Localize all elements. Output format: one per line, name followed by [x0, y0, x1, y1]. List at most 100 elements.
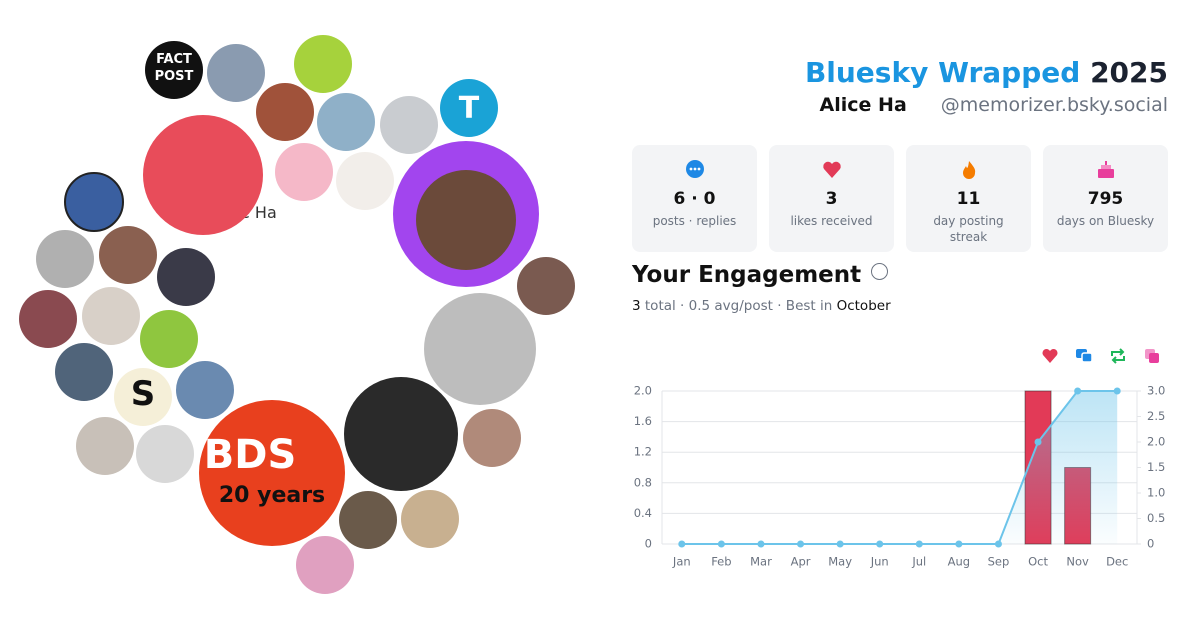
line-point — [757, 540, 765, 548]
icon — [822, 161, 841, 178]
y2-tick-label: 1.5 — [1147, 460, 1165, 474]
avatar — [55, 343, 113, 401]
y-tick-label: 1.2 — [634, 445, 652, 459]
avatar — [294, 35, 352, 93]
avatar — [463, 409, 521, 467]
avatar-text: S — [131, 374, 156, 414]
avatar — [199, 400, 345, 546]
avatar-text: POST — [155, 69, 194, 84]
x-tick-label: Dec — [1106, 555, 1128, 569]
stat-card: 3 likes received — [769, 145, 894, 252]
avatar — [275, 143, 333, 201]
y2-tick-label: 0.5 — [1147, 511, 1165, 525]
line-point — [915, 540, 923, 548]
avatar — [145, 41, 203, 99]
legend-icon — [1042, 348, 1058, 363]
summary: total · 0.5 avg/post · Best in — [644, 298, 833, 314]
avatar — [424, 293, 536, 405]
y2-tick-label: 2.5 — [1147, 409, 1165, 423]
x-tick-label: Nov — [1066, 555, 1089, 569]
user: Alice Ha @memorizer.bsky.social — [820, 94, 1168, 116]
x-tick-label: Oct — [1028, 555, 1048, 569]
section-title-text: Your Engagement — [632, 262, 862, 288]
legend-icon — [1111, 348, 1125, 364]
stat-card: 11 day posting streak — [906, 145, 1031, 252]
stat-value: 3 — [825, 189, 838, 209]
y2-tick-label: 3.0 — [1147, 384, 1165, 398]
line-point — [717, 540, 725, 548]
stat-label: posts · replies — [652, 214, 737, 228]
avatar — [317, 93, 375, 151]
y-tick-label: 0.4 — [634, 506, 652, 520]
x-tick-label: Sep — [988, 555, 1010, 569]
avatar — [336, 152, 394, 210]
x-tick-label: Jul — [911, 555, 926, 569]
avatar — [114, 368, 172, 426]
avatar — [416, 170, 516, 270]
legend-icon — [1149, 353, 1159, 363]
line-point — [797, 540, 805, 548]
stats: 6 · 0 posts · replies 3 likes received 11 d… — [632, 145, 1168, 252]
avatar-text: FACT — [156, 52, 192, 67]
avatar — [36, 230, 94, 288]
x-tick-label: Aug — [948, 555, 970, 569]
avatar — [19, 290, 77, 348]
avatar — [136, 425, 194, 483]
y-tick-label: 2.0 — [634, 384, 652, 398]
stat-label: likes received — [790, 214, 873, 228]
avatar-cloud: e Ha S BDS 20 years FACT POST T — [19, 35, 575, 594]
user-handle: @memorizer.bsky.social — [940, 94, 1168, 116]
line — [681, 390, 1118, 545]
y2-tick-label: 1.0 — [1147, 486, 1165, 500]
line-point — [836, 540, 844, 548]
x-tick-label: Apr — [791, 555, 811, 569]
avatar — [176, 361, 234, 419]
line-point — [1034, 438, 1042, 446]
avatar — [517, 257, 575, 315]
stat-value: 11 — [956, 189, 981, 209]
best-month: October — [836, 298, 891, 314]
info-icon[interactable] — [871, 263, 889, 280]
line-point — [1074, 387, 1082, 395]
y-tick-label: 0.8 — [634, 475, 652, 489]
avatar — [76, 417, 134, 475]
stat-label: days on Bluesky — [1056, 214, 1155, 228]
stat-value: 6 · 0 — [673, 189, 716, 209]
line-point — [678, 540, 686, 548]
total: 3 — [632, 298, 641, 314]
section-subtitle: 3 total · 0.5 avg/post · Best in October — [632, 298, 891, 314]
avatar-text: 20 years — [219, 483, 325, 508]
line-point — [876, 540, 884, 548]
avatar — [143, 115, 263, 235]
line-point — [955, 540, 963, 548]
y-tick-label: 0 — [645, 537, 652, 551]
icon — [1097, 161, 1114, 178]
avatar — [99, 226, 157, 284]
x-tick-label: May — [828, 555, 852, 569]
icon — [962, 161, 975, 179]
line-point — [1113, 387, 1121, 395]
avatar — [64, 172, 124, 232]
avatars: e Ha S BDS 20 years FACT POST T — [19, 35, 575, 594]
stat-value: 795 — [1087, 189, 1124, 209]
line-point — [994, 540, 1002, 548]
icon — [685, 160, 704, 178]
y2-tick-label: 0 — [1147, 537, 1154, 551]
section-title: Your Engagement — [632, 262, 889, 288]
y2-tick-label: 2.0 — [1147, 435, 1165, 449]
x-tick-label: Jan — [672, 555, 691, 569]
avatar — [207, 44, 265, 102]
x-tick-label: Feb — [711, 555, 731, 569]
x-tick-label: Mar — [750, 555, 772, 569]
stat-card: 795 days on Bluesky — [1043, 145, 1168, 252]
avatar — [82, 287, 140, 345]
avatar — [339, 491, 397, 549]
stat-card: 6 · 0 posts · replies — [632, 145, 757, 252]
avatar — [140, 310, 198, 368]
avatar — [380, 96, 438, 154]
title: Bluesky Wrapped 2025 — [805, 56, 1168, 89]
avatar — [401, 490, 459, 548]
stat-label: day posting streak — [933, 214, 1004, 244]
avatar — [256, 83, 314, 141]
avatar — [344, 377, 458, 491]
